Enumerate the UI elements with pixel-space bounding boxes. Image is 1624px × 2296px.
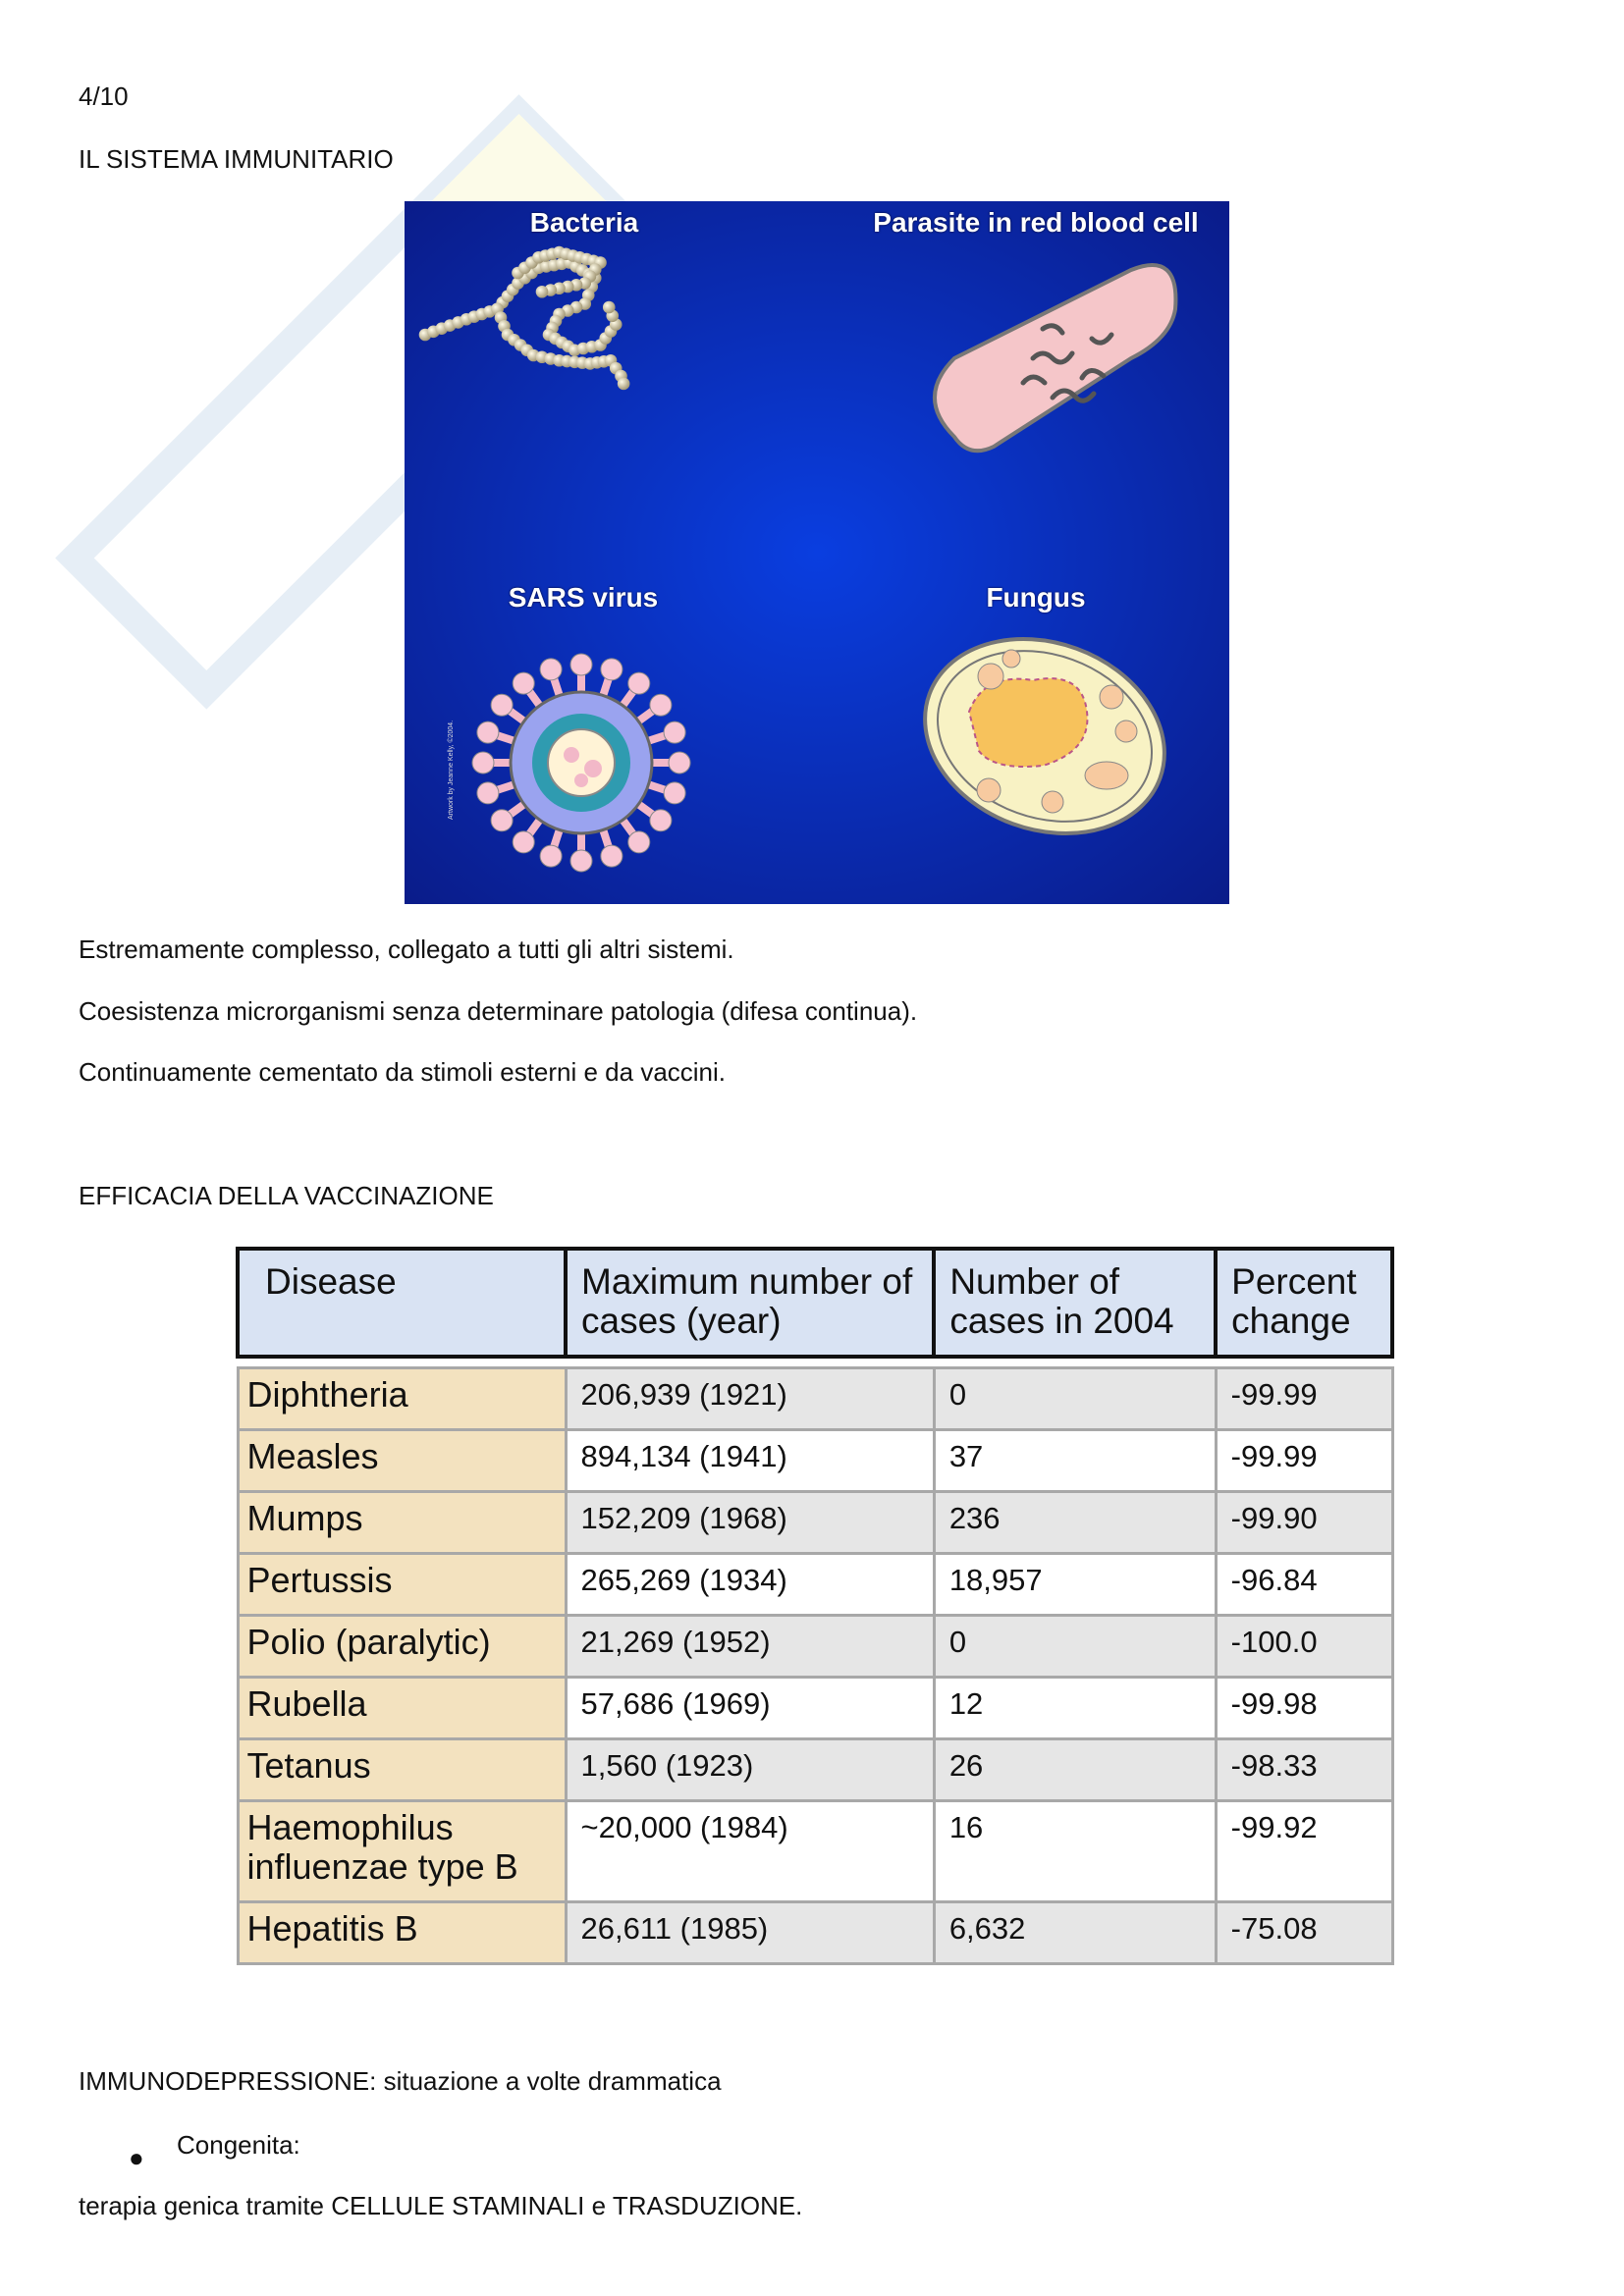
cell-percent-change: -99.99 bbox=[1214, 1428, 1394, 1493]
section-heading-vaccination: EFFICACIA DELLA VACCINAZIONE bbox=[79, 1181, 494, 1210]
table-row: Haemophilus influenzae type B ~20,000 (19… bbox=[236, 1799, 1394, 1903]
cell-cases-2004: 0 bbox=[932, 1366, 1218, 1431]
bullet-congenita: Congenita: bbox=[177, 2130, 300, 2160]
table-row: Mumps 152,209 (1968) 236 -99.90 bbox=[236, 1490, 1394, 1555]
cell-disease: Tetanus bbox=[236, 1737, 568, 1802]
header-max-cases: Maximum number of cases (year) bbox=[564, 1247, 937, 1359]
cell-cases-2004: 236 bbox=[932, 1490, 1218, 1555]
header-disease: Disease bbox=[235, 1247, 568, 1359]
cell-max-cases: 894,134 (1941) bbox=[564, 1428, 936, 1493]
cell-disease: Rubella bbox=[236, 1676, 568, 1740]
paragraph-1: Estremamente complesso, collegato a tutt… bbox=[79, 934, 734, 964]
table-row: Measles 894,134 (1941) 37 -99.99 bbox=[236, 1428, 1394, 1493]
cell-cases-2004: 26 bbox=[932, 1737, 1218, 1802]
cell-disease: Measles bbox=[236, 1428, 568, 1493]
fungus-label: Fungus bbox=[986, 582, 1086, 613]
cell-max-cases: 206,939 (1921) bbox=[564, 1366, 936, 1431]
cell-disease: Pertussis bbox=[236, 1552, 568, 1617]
bacteria-label: Bacteria bbox=[529, 207, 639, 238]
sars-virus-illustration bbox=[471, 653, 691, 873]
cell-cases-2004: 16 bbox=[932, 1799, 1218, 1903]
cell-disease: Polio (paralytic) bbox=[236, 1614, 568, 1679]
cell-cases-2004: 6,632 bbox=[932, 1900, 1218, 1965]
cell-percent-change: -100.0 bbox=[1214, 1614, 1394, 1679]
parasite-label: Parasite in red blood cell bbox=[873, 207, 1199, 238]
cell-disease: Mumps bbox=[236, 1490, 568, 1555]
parasite-illustration bbox=[933, 263, 1178, 454]
cell-max-cases: 152,209 (1968) bbox=[564, 1490, 936, 1555]
bullet-icon: ● bbox=[129, 2143, 144, 2172]
cell-disease: Haemophilus influenzae type B bbox=[236, 1799, 568, 1903]
bacteria-illustration bbox=[418, 245, 630, 391]
header-cases-2004: Number of cases in 2004 bbox=[932, 1247, 1218, 1359]
paragraph-2: Coesistenza microrganismi senza determin… bbox=[79, 996, 918, 1026]
cell-disease: Diphtheria bbox=[236, 1366, 568, 1431]
cell-percent-change: -75.08 bbox=[1214, 1900, 1394, 1965]
cell-disease: Hepatitis B bbox=[236, 1900, 568, 1965]
page-number: 4/10 bbox=[79, 81, 129, 111]
cell-percent-change: -99.92 bbox=[1214, 1799, 1394, 1903]
table-row: Pertussis 265,269 (1934) 18,957 -96.84 bbox=[236, 1552, 1394, 1617]
microorganisms-figure: Bacteria Parasite in red blood cell SARS… bbox=[405, 201, 1229, 904]
cell-max-cases: 265,269 (1934) bbox=[564, 1552, 936, 1617]
table-header-row: Disease Maximum number of cases (year) N… bbox=[235, 1247, 1394, 1359]
cell-cases-2004: 12 bbox=[932, 1676, 1218, 1740]
table-row: Diphtheria 206,939 (1921) 0 -99.99 bbox=[236, 1366, 1394, 1431]
cell-max-cases: 1,560 (1923) bbox=[564, 1737, 936, 1802]
table-row: Rubella 57,686 (1969) 12 -99.98 bbox=[236, 1676, 1394, 1740]
immunodepression-heading: IMMUNODEPRESSIONE: situazione a volte dr… bbox=[79, 2066, 722, 2096]
gene-therapy-text: terapia genica tramite CELLULE STAMINALI… bbox=[79, 2191, 803, 2220]
paragraph-3: Continuamente cementato da stimoli ester… bbox=[79, 1057, 727, 1087]
table-row: Hepatitis B 26,611 (1985) 6,632 -75.08 bbox=[236, 1900, 1394, 1965]
cell-max-cases: 21,269 (1952) bbox=[564, 1614, 936, 1679]
cell-max-cases: 57,686 (1969) bbox=[564, 1676, 936, 1740]
cell-cases-2004: 18,957 bbox=[932, 1552, 1218, 1617]
cell-percent-change: -98.33 bbox=[1214, 1737, 1394, 1802]
artwork-credit: Artwork by Jeanne Kelly, ©2004. bbox=[448, 720, 455, 820]
fungus-illustration bbox=[923, 637, 1166, 835]
cell-max-cases: ~20,000 (1984) bbox=[564, 1799, 936, 1903]
cell-percent-change: -96.84 bbox=[1214, 1552, 1394, 1617]
cell-cases-2004: 37 bbox=[932, 1428, 1218, 1493]
cell-percent-change: -99.90 bbox=[1214, 1490, 1394, 1555]
vaccination-table: Disease Maximum number of cases (year) N… bbox=[235, 1247, 1394, 1965]
table-row: Polio (paralytic) 21,269 (1952) 0 -100.0 bbox=[236, 1614, 1394, 1679]
table-row: Tetanus 1,560 (1923) 26 -98.33 bbox=[236, 1737, 1394, 1802]
cell-percent-change: -99.98 bbox=[1214, 1676, 1394, 1740]
cell-percent-change: -99.99 bbox=[1214, 1366, 1394, 1431]
header-percent-change: Percent change bbox=[1214, 1247, 1394, 1359]
cell-cases-2004: 0 bbox=[932, 1614, 1218, 1679]
sars-virus-label: SARS virus bbox=[508, 582, 659, 613]
page-title: IL SISTEMA IMMUNITARIO bbox=[79, 144, 394, 174]
cell-max-cases: 26,611 (1985) bbox=[564, 1900, 936, 1965]
